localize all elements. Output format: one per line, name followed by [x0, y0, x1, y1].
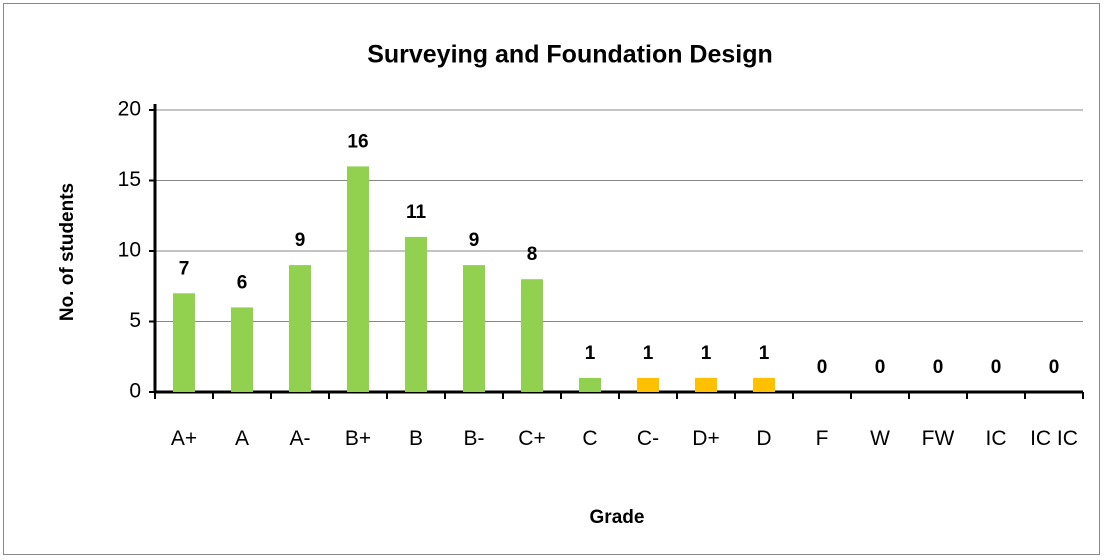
data-label: 11 — [406, 202, 427, 223]
x-tick-label: IC — [985, 427, 1007, 450]
x-tick-label: IC IC — [1030, 427, 1078, 450]
x-tick-label: C — [582, 427, 598, 450]
x-tick-label: C- — [636, 427, 660, 450]
bar — [637, 377, 659, 392]
bar — [405, 236, 427, 392]
bar — [695, 377, 717, 392]
data-label: 1 — [585, 343, 596, 364]
bar — [173, 293, 195, 392]
x-tick-label: D+ — [692, 427, 720, 450]
bar — [231, 307, 253, 392]
data-label: 0 — [933, 357, 944, 378]
chart-title: Surveying and Foundation Design — [367, 41, 773, 69]
x-tick-label: A- — [289, 427, 311, 450]
bar — [579, 377, 601, 392]
data-label: 1 — [759, 343, 770, 364]
x-tick-label: FW — [921, 427, 955, 450]
bar — [289, 265, 311, 392]
bar — [521, 279, 543, 392]
data-label: 0 — [1049, 357, 1060, 378]
data-label: 7 — [179, 258, 190, 279]
y-tick-label: 5 — [129, 309, 141, 332]
chart-border — [3, 3, 1100, 555]
data-label: 1 — [643, 343, 654, 364]
x-tick-label: D — [756, 427, 772, 450]
data-label: 9 — [469, 230, 480, 251]
x-axis-title: Grade — [590, 507, 645, 528]
data-label: 8 — [527, 244, 538, 265]
y-tick-label: 0 — [129, 380, 141, 403]
bar — [753, 377, 775, 392]
y-tick-label: 20 — [118, 98, 141, 121]
x-tick-label: B- — [463, 427, 485, 450]
data-label: 0 — [875, 357, 886, 378]
data-label: 0 — [817, 357, 828, 378]
x-tick-label: F — [815, 427, 829, 450]
data-label: 1 — [701, 343, 712, 364]
y-tick-label: 15 — [118, 168, 141, 191]
bar — [347, 166, 369, 392]
y-axis-title: No. of students — [57, 183, 78, 321]
data-label: 6 — [237, 272, 248, 293]
x-tick-label: W — [870, 427, 890, 450]
bar — [463, 265, 485, 392]
x-tick-label: B — [408, 427, 423, 450]
data-label: 16 — [347, 131, 368, 152]
y-tick-label: 10 — [118, 239, 141, 262]
data-label: 9 — [295, 230, 306, 251]
data-label: 0 — [991, 357, 1002, 378]
x-tick-label: C+ — [518, 427, 546, 450]
x-tick-label: A — [234, 427, 249, 450]
x-tick-label: A+ — [170, 427, 198, 450]
x-tick-label: B+ — [344, 427, 372, 450]
